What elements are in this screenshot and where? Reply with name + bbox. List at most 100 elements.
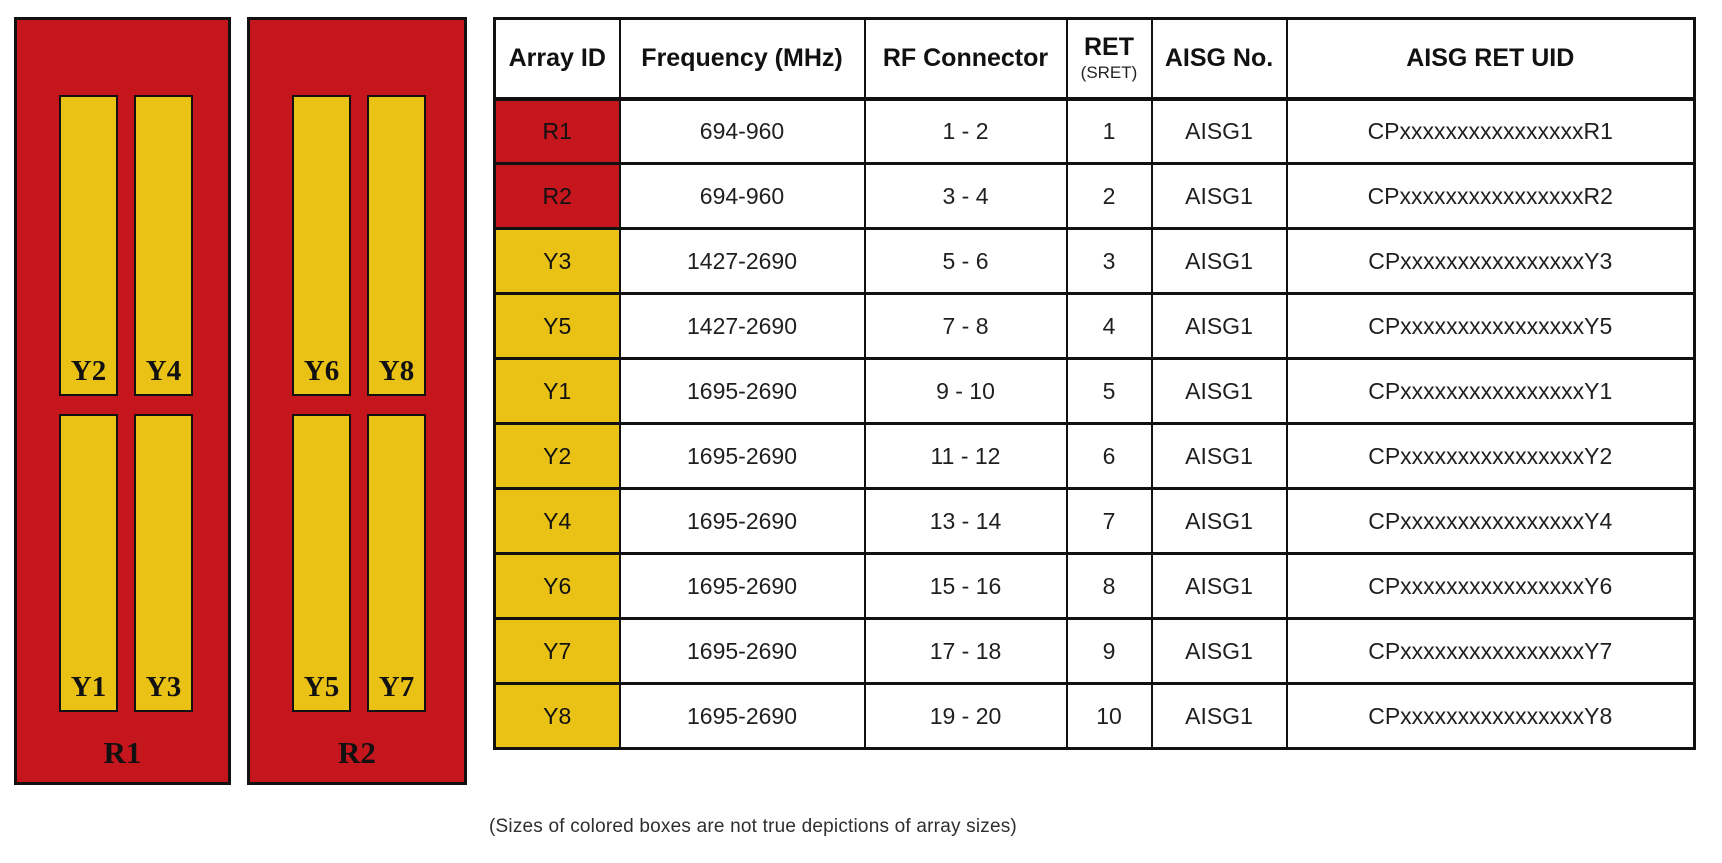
table-row: Y1 1695-2690 9 - 10 5 AISG1 CPxxxxxxxxxx… xyxy=(493,357,1696,425)
table-row: R2 694-960 3 - 4 2 AISG1 CPxxxxxxxxxxxxx… xyxy=(493,162,1696,230)
cell-aisg: AISG1 xyxy=(1150,292,1288,360)
array-box-y1: Y1 xyxy=(59,414,118,712)
array-label: Y5 xyxy=(303,671,340,703)
cell-connector: 11 - 12 xyxy=(863,422,1068,490)
header-array-id: Array ID xyxy=(493,17,621,101)
cell-connector: 13 - 14 xyxy=(863,487,1068,555)
header-frequency: Frequency (MHz) xyxy=(618,17,866,101)
cell-aisg: AISG1 xyxy=(1150,552,1288,620)
array-label: Y4 xyxy=(145,355,182,387)
cell-frequency: 694-960 xyxy=(618,97,866,165)
header-aisg-no: AISG No. xyxy=(1150,17,1288,101)
cell-array-id: Y4 xyxy=(493,487,621,555)
cell-frequency: 1695-2690 xyxy=(618,552,866,620)
cell-array-id: Y3 xyxy=(493,227,621,295)
cell-uid: CPxxxxxxxxxxxxxxxxY8 xyxy=(1285,682,1696,750)
cell-ret: 9 xyxy=(1065,617,1153,685)
cell-aisg: AISG1 xyxy=(1150,422,1288,490)
cell-aisg: AISG1 xyxy=(1150,97,1288,165)
cell-frequency: 1695-2690 xyxy=(618,422,866,490)
array-label: Y3 xyxy=(145,671,182,703)
cell-connector: 7 - 8 xyxy=(863,292,1068,360)
cell-frequency: 1695-2690 xyxy=(618,487,866,555)
array-label: Y8 xyxy=(378,355,415,387)
header-rf-connector: RF Connector xyxy=(863,17,1068,101)
cell-array-id: Y2 xyxy=(493,422,621,490)
table-row: Y2 1695-2690 11 - 12 6 AISG1 CPxxxxxxxxx… xyxy=(493,422,1696,490)
cell-connector: 1 - 2 xyxy=(863,97,1068,165)
header-aisg-ret-uid: AISG RET UID xyxy=(1285,17,1696,101)
cell-frequency: 1695-2690 xyxy=(618,617,866,685)
cell-connector: 19 - 20 xyxy=(863,682,1068,750)
table-row: Y3 1427-2690 5 - 6 3 AISG1 CPxxxxxxxxxxx… xyxy=(493,227,1696,295)
cell-ret: 3 xyxy=(1065,227,1153,295)
cell-ret: 5 xyxy=(1065,357,1153,425)
array-box-y3: Y3 xyxy=(134,414,193,712)
cell-frequency: 694-960 xyxy=(618,162,866,230)
table-row: R1 694-960 1 - 2 1 AISG1 CPxxxxxxxxxxxxx… xyxy=(493,97,1696,165)
table-row: Y8 1695-2690 19 - 20 10 AISG1 CPxxxxxxxx… xyxy=(493,682,1696,750)
panel-label-r1: R1 xyxy=(103,735,142,770)
cell-ret: 10 xyxy=(1065,682,1153,750)
table-row: Y4 1695-2690 13 - 14 7 AISG1 CPxxxxxxxxx… xyxy=(493,487,1696,555)
cell-uid: CPxxxxxxxxxxxxxxxxY5 xyxy=(1285,292,1696,360)
table-row: Y5 1427-2690 7 - 8 4 AISG1 CPxxxxxxxxxxx… xyxy=(493,292,1696,360)
cell-aisg: AISG1 xyxy=(1150,162,1288,230)
cell-aisg: AISG1 xyxy=(1150,617,1288,685)
cell-frequency: 1695-2690 xyxy=(618,682,866,750)
cell-array-id: Y7 xyxy=(493,617,621,685)
cell-ret: 2 xyxy=(1065,162,1153,230)
antenna-panel-r2: Y6 Y8 Y5 Y7 R2 xyxy=(247,17,467,785)
cell-ret: 4 xyxy=(1065,292,1153,360)
array-label: Y6 xyxy=(303,355,340,387)
cell-ret: 7 xyxy=(1065,487,1153,555)
cell-connector: 15 - 16 xyxy=(863,552,1068,620)
cell-connector: 3 - 4 xyxy=(863,162,1068,230)
cell-array-id: Y6 xyxy=(493,552,621,620)
footnote: (Sizes of colored boxes are not true dep… xyxy=(489,816,1017,837)
array-label: Y7 xyxy=(378,671,415,703)
cell-ret: 8 xyxy=(1065,552,1153,620)
table-row: Y6 1695-2690 15 - 16 8 AISG1 CPxxxxxxxxx… xyxy=(493,552,1696,620)
array-label: Y2 xyxy=(70,355,107,387)
cell-uid: CPxxxxxxxxxxxxxxxxY6 xyxy=(1285,552,1696,620)
cell-array-id: R2 xyxy=(493,162,621,230)
cell-uid: CPxxxxxxxxxxxxxxxxR1 xyxy=(1285,97,1696,165)
cell-array-id: Y1 xyxy=(493,357,621,425)
cell-frequency: 1695-2690 xyxy=(618,357,866,425)
cell-connector: 9 - 10 xyxy=(863,357,1068,425)
antenna-panel-r1: Y2 Y4 Y1 Y3 R1 xyxy=(14,17,231,785)
array-box-y4: Y4 xyxy=(134,95,193,396)
array-box-y2: Y2 xyxy=(59,95,118,396)
cell-uid: CPxxxxxxxxxxxxxxxxY7 xyxy=(1285,617,1696,685)
header-ret-main: RET xyxy=(1084,33,1134,62)
cell-uid: CPxxxxxxxxxxxxxxxxY2 xyxy=(1285,422,1696,490)
cell-ret: 6 xyxy=(1065,422,1153,490)
panel-label-r2: R2 xyxy=(338,735,376,770)
header-ret-sub: (SRET) xyxy=(1080,63,1138,83)
array-label: Y1 xyxy=(70,671,107,703)
cell-aisg: AISG1 xyxy=(1150,487,1288,555)
cell-array-id: R1 xyxy=(493,97,621,165)
cell-uid: CPxxxxxxxxxxxxxxxxR2 xyxy=(1285,162,1696,230)
cell-frequency: 1427-2690 xyxy=(618,292,866,360)
cell-aisg: AISG1 xyxy=(1150,227,1288,295)
array-box-y7: Y7 xyxy=(367,414,426,712)
cell-ret: 1 xyxy=(1065,97,1153,165)
cell-frequency: 1427-2690 xyxy=(618,227,866,295)
cell-array-id: Y5 xyxy=(493,292,621,360)
header-ret: RET (SRET) xyxy=(1065,17,1153,101)
cell-aisg: AISG1 xyxy=(1150,357,1288,425)
table-header-row: Array ID Frequency (MHz) RF Connector RE… xyxy=(493,17,1696,101)
ret-configuration-table: Array ID Frequency (MHz) RF Connector RE… xyxy=(493,17,1696,750)
table-row: Y7 1695-2690 17 - 18 9 AISG1 CPxxxxxxxxx… xyxy=(493,617,1696,685)
cell-connector: 5 - 6 xyxy=(863,227,1068,295)
cell-connector: 17 - 18 xyxy=(863,617,1068,685)
array-box-y6: Y6 xyxy=(292,95,351,396)
cell-aisg: AISG1 xyxy=(1150,682,1288,750)
cell-uid: CPxxxxxxxxxxxxxxxxY3 xyxy=(1285,227,1696,295)
array-box-y8: Y8 xyxy=(367,95,426,396)
cell-uid: CPxxxxxxxxxxxxxxxxY4 xyxy=(1285,487,1696,555)
array-box-y5: Y5 xyxy=(292,414,351,712)
